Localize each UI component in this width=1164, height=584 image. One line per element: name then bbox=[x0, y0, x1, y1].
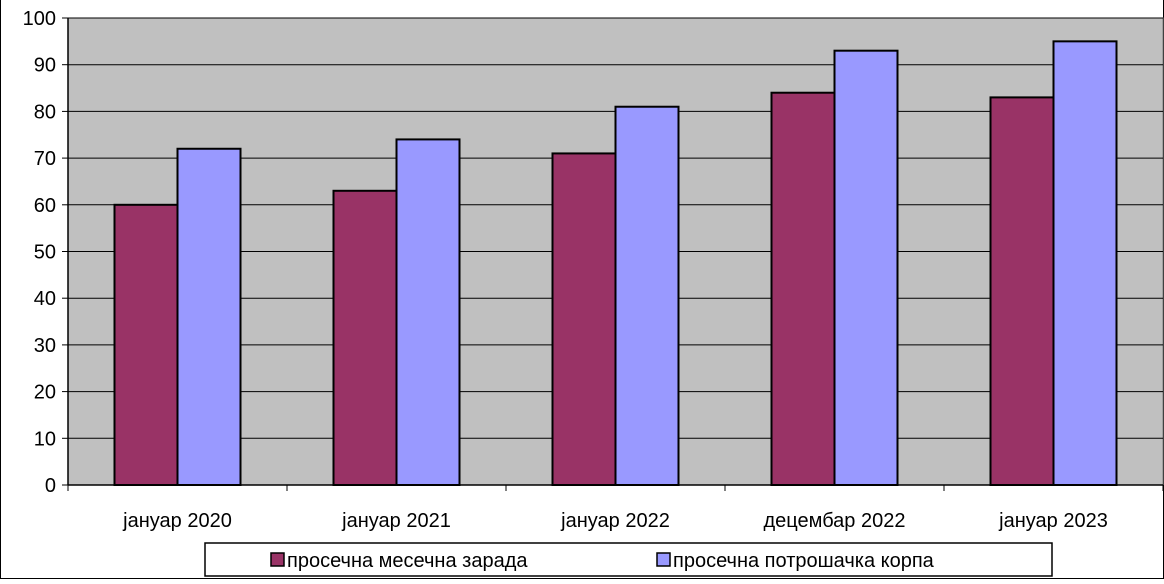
y-tick-label: 70 bbox=[34, 148, 56, 170]
legend-label: просечна потрошачка корпа bbox=[673, 550, 935, 572]
y-tick-label: 60 bbox=[34, 195, 56, 217]
x-tick-label: јануар 2023 bbox=[998, 510, 1108, 532]
y-tick-label: 40 bbox=[34, 288, 56, 310]
y-tick-label: 90 bbox=[34, 55, 56, 77]
y-tick-label: 30 bbox=[34, 335, 56, 357]
axes: 0 10 20 30 40 50 60 70 80 90 100 јануар 2020 јануар … bbox=[23, 8, 1164, 532]
y-tick-label: 10 bbox=[34, 428, 56, 450]
legend-swatch bbox=[656, 552, 671, 567]
bar-korpa-3 bbox=[833, 49, 899, 486]
bar-zarada-0 bbox=[113, 203, 179, 487]
legend-swatch bbox=[270, 552, 285, 567]
bar-korpa-1 bbox=[395, 138, 461, 486]
gridlines bbox=[68, 17, 1163, 439]
bar-zarada-3 bbox=[770, 91, 836, 486]
y-tick-label: 100 bbox=[23, 8, 56, 30]
x-tick-label: јануар 2021 bbox=[341, 510, 451, 532]
bar-zarada-4 bbox=[989, 96, 1055, 486]
x-tick-label: јануар 2020 bbox=[122, 510, 232, 532]
x-tick-label: децембар 2022 bbox=[764, 510, 906, 532]
y-tick-label: 20 bbox=[34, 382, 56, 404]
x-tick-label: јануар 2022 bbox=[560, 510, 670, 532]
bar-zarada-2 bbox=[551, 152, 617, 486]
bar-korpa-4 bbox=[1052, 40, 1118, 486]
legend: просечна месечна зарада просечна потрошач… bbox=[204, 542, 1053, 577]
bar-korpa-2 bbox=[614, 105, 680, 486]
legend-box bbox=[204, 542, 1053, 577]
y-tick-label: 0 bbox=[45, 475, 56, 497]
bar-zarada-1 bbox=[332, 189, 398, 486]
y-tick-label: 50 bbox=[34, 242, 56, 264]
y-tick-label: 80 bbox=[34, 101, 56, 123]
bar-korpa-0 bbox=[176, 147, 242, 486]
legend-label: просечна месечна зарада bbox=[287, 550, 528, 572]
